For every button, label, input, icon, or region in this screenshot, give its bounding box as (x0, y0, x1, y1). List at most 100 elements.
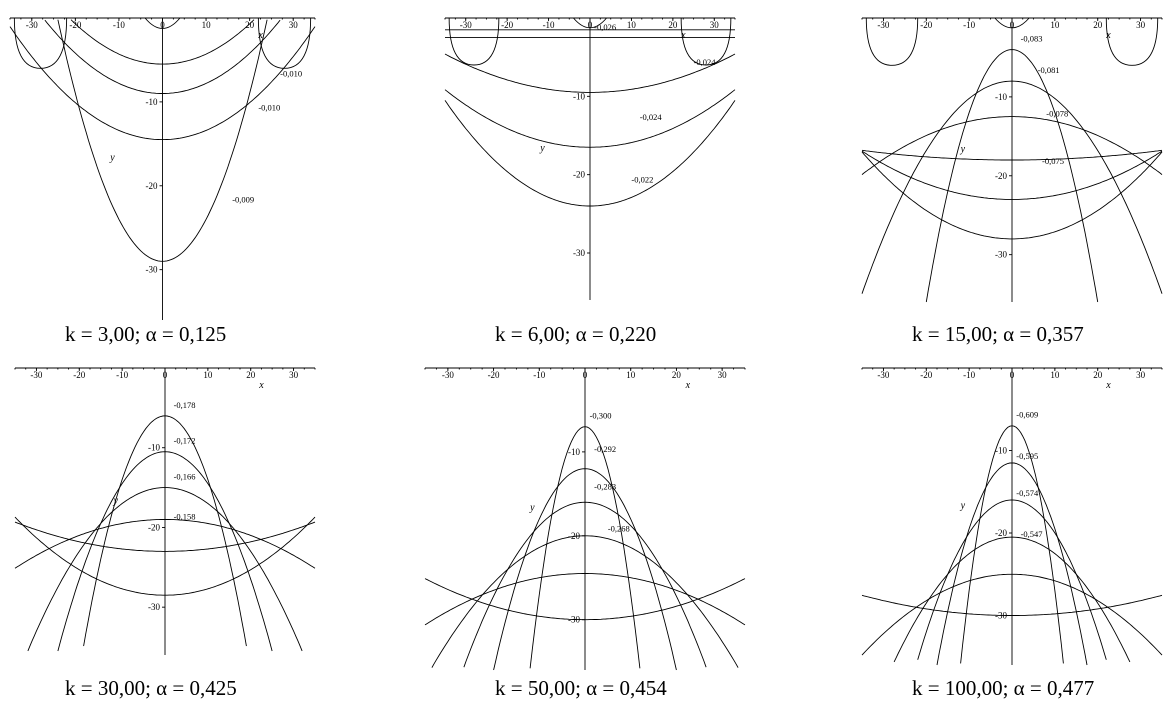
caption-3: k = 15,00; α = 0,357 (912, 322, 1084, 346)
contour-level-label: -0,609 (1016, 410, 1038, 420)
contour-line (14, 519, 316, 569)
x-tick-label: -20 (488, 370, 500, 380)
caption-6: k = 100,00; α = 0,477 (912, 676, 1095, 700)
contour-loop (13, 17, 68, 69)
x-tick-label: -20 (501, 20, 513, 30)
contour-plot-1: -30 -20 -10 0 10 20 30 -10 -20 -30 x y -0,010 -0,010 -… (9, 10, 316, 320)
y-tick-label: -10 (573, 91, 585, 101)
x-tick-label: -10 (113, 20, 125, 30)
contour-line (444, 100, 736, 207)
y-axis-label: y (109, 153, 115, 164)
x-tick-label: -10 (543, 20, 555, 30)
contour-line (917, 499, 1107, 660)
contour-line (925, 49, 1099, 303)
x-tick-label: 20 (245, 20, 255, 30)
caption-4: k = 30,00; α = 0,425 (65, 676, 237, 700)
contour-line (44, 19, 281, 94)
x-tick-label: 30 (289, 370, 299, 380)
y-tick-label: -20 (573, 170, 585, 180)
y-tick-label: -30 (148, 602, 160, 612)
contour-level-label: -0,172 (174, 436, 196, 446)
contour-level-label: -0,292 (594, 444, 616, 454)
caption-1: k = 3,00; α = 0,125 (65, 322, 227, 346)
contour-level-label: -0,574 (1016, 488, 1039, 498)
x-tick-label: 10 (1050, 370, 1060, 380)
x-tick-label: 10 (1050, 20, 1060, 30)
contour-loop (994, 17, 1030, 29)
contour-line (57, 19, 268, 262)
contour-level-label: -0,268 (608, 524, 630, 534)
contour-level-label: -0,009 (232, 195, 254, 205)
x-tick-label: 20 (246, 370, 256, 380)
contour-level-label: -0,081 (1038, 65, 1060, 75)
x-tick-label: 0 (1010, 20, 1015, 30)
x-tick-label: 30 (1136, 370, 1146, 380)
contour-loop (448, 17, 500, 66)
plot-svg: -30 -20 -10 0 10 20 30-10-20-30xy-0,178-0,172-… (14, 367, 316, 655)
contour-line (861, 151, 1163, 240)
y-axis-label: y (539, 143, 545, 154)
y-axis-label: y (529, 503, 535, 514)
contour-loop (573, 17, 607, 29)
x-tick-label: -20 (920, 370, 932, 380)
x-tick-label: -10 (963, 370, 975, 380)
contour-plot-2: -30 -20 -10 0 10 20 30 -10 -20 -30 x y -0,026 -0,024 -… (444, 10, 736, 300)
y-tick-label: -20 (568, 531, 580, 541)
contour-level-label: -0,022 (631, 175, 653, 185)
x-tick-label: -30 (877, 20, 889, 30)
x-tick-label: -20 (920, 20, 932, 30)
x-tick-label: 20 (672, 370, 682, 380)
y-tick-label: -10 (995, 92, 1007, 102)
y-tick-label: -10 (568, 447, 580, 457)
contour-level-label: -0,300 (590, 410, 612, 420)
contour-level-label: -0,010 (258, 102, 280, 112)
contour-line (463, 501, 707, 668)
x-tick-label: -10 (116, 370, 128, 380)
contour-level-label: -0,595 (1016, 451, 1038, 461)
contour-plot-6: -30 -20 -10 0 10 20 30 -10 -20 -30 x y -0,609 -0,595-… (861, 360, 1163, 666)
contour-line (861, 150, 1163, 200)
contour-line (424, 573, 746, 626)
x-axis-label: x (1105, 380, 1111, 391)
x-tick-label: -30 (442, 370, 454, 380)
x-tick-label: 30 (718, 370, 728, 380)
contour-line (861, 116, 1163, 175)
x-tick-label: 30 (1136, 20, 1146, 30)
x-axis-label: x (257, 30, 263, 41)
contour-level-label: -0,075 (1042, 156, 1064, 166)
y-tick-label: -20 (995, 171, 1007, 181)
x-tick-label: -20 (73, 370, 85, 380)
y-axis-label: y (960, 144, 966, 155)
contour-line (936, 462, 1088, 666)
contour-loop (144, 17, 181, 29)
contour-level-label: -0,158 (174, 511, 196, 521)
x-tick-label: 0 (160, 20, 165, 30)
plot-svg: -30 -20 -10 0 10 20 30-10-20-30xy-0,300-0,292-… (424, 367, 746, 671)
y-axis-label: y (960, 500, 966, 511)
contour-line (960, 425, 1064, 664)
caption-5: k = 50,00; α = 0,454 (495, 676, 667, 700)
x-tick-label: -30 (26, 20, 38, 30)
x-tick-label: 30 (710, 20, 720, 30)
x-tick-label: 30 (289, 20, 299, 30)
contour-loop (865, 17, 919, 66)
contour-level-label: -0,024 (640, 112, 663, 122)
contour-line (444, 89, 736, 148)
contour-level-label: -0,024 (694, 57, 717, 67)
x-axis-label: x (680, 30, 686, 41)
x-tick-label: 20 (1093, 370, 1103, 380)
contour-line (14, 521, 316, 552)
contour-line (861, 594, 1163, 616)
contour-line (529, 426, 641, 669)
contour-plot-4: -30 -20 -10 0 10 20 30 -10 -20 -30 x y -0,178 -0,172-… (14, 360, 316, 655)
x-axis-label: x (258, 380, 264, 391)
y-tick-label: -30 (995, 250, 1007, 260)
contour-line (861, 80, 1163, 294)
contour-level-label: -0,178 (174, 400, 196, 410)
y-tick-label: -10 (146, 97, 158, 107)
x-tick-label: -30 (460, 20, 472, 30)
x-tick-label: 10 (203, 370, 213, 380)
contour-plot-5: -30 -20 -10 0 10 20 30 -10 -20 -30 x y -0,300 -0,292-… (424, 360, 746, 671)
plot-svg: -30 -20 -10 0 10 20 30 -10 -20 -30 x y -0,083 -0,081 -… (861, 17, 1163, 303)
x-tick-label: 10 (202, 20, 212, 30)
